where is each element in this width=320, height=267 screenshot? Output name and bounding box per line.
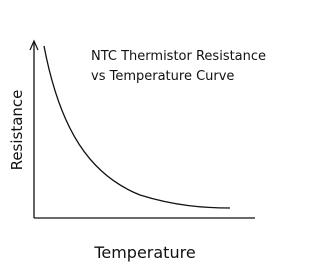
y-axis-label: Resistance <box>8 90 26 171</box>
curve <box>43 45 231 209</box>
title-line: vs Temperature Curve <box>91 69 234 84</box>
y-axis-arrow <box>29 39 39 51</box>
title-line: NTC Thermistor Resistance <box>91 49 266 64</box>
diagram: NTC Thermistor Resistance vs Temperature… <box>8 39 266 262</box>
page: NTC Thermistor Resistance vs Temperature… <box>8 39 267 262</box>
x-axis-label: Temperature <box>93 243 195 262</box>
